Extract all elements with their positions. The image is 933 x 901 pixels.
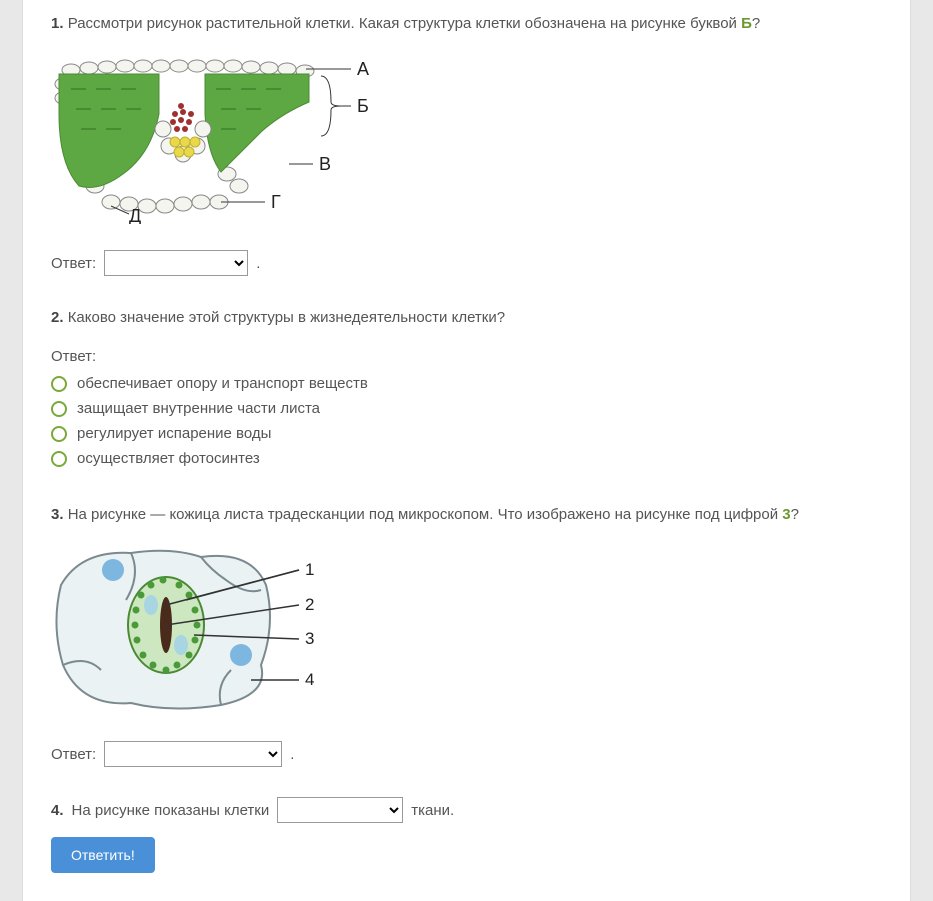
q3-label-3: 3 xyxy=(305,629,314,648)
content-panel: 1. Рассмотри рисунок растительной клетки… xyxy=(22,0,911,901)
question-1: 1. Рассмотри рисунок растительной клетки… xyxy=(51,12,882,36)
q3-highlight: 3 xyxy=(782,506,790,523)
question-2: 2. Каково значение этой структуры в жизн… xyxy=(51,306,882,330)
q3-text-after: ? xyxy=(791,506,799,523)
q2-option-0[interactable]: обеспечивает опору и транспорт веществ xyxy=(51,375,882,392)
q1-highlight: Б xyxy=(741,15,752,32)
radio-icon xyxy=(51,426,67,442)
q1-number: 1. xyxy=(51,15,64,32)
q4-answer-select[interactable] xyxy=(277,797,403,823)
q3-period: . xyxy=(290,746,294,763)
q1-label-a: А xyxy=(357,59,369,79)
q3-label-1: 1 xyxy=(305,560,314,579)
q2-radio-list: обеспечивает опору и транспорт веществ з… xyxy=(51,375,882,467)
q2-number: 2. xyxy=(51,309,64,326)
q1-label-v: В xyxy=(319,154,331,174)
q1-text-after: ? xyxy=(752,15,760,32)
q1-answer-select[interactable] xyxy=(104,250,248,276)
radio-icon xyxy=(51,376,67,392)
q3-label-2: 2 xyxy=(305,595,314,614)
q3-answer-label: Ответ: xyxy=(51,746,96,763)
submit-button[interactable]: Ответить! xyxy=(51,837,155,873)
q2-option-label: осуществляет фотосинтез xyxy=(77,450,260,467)
q2-option-3[interactable]: осуществляет фотосинтез xyxy=(51,450,882,467)
q1-label-d: Д xyxy=(129,206,141,224)
q2-option-label: обеспечивает опору и транспорт веществ xyxy=(77,375,368,392)
q2-text: Каково значение этой структуры в жизнеде… xyxy=(68,309,505,326)
q1-text-before: Рассмотри рисунок растительной клетки. К… xyxy=(68,15,741,32)
q3-text-before: На рисунке — кожица листа традесканции п… xyxy=(68,506,783,523)
q2-option-1[interactable]: защищает внутренние части листа xyxy=(51,400,882,417)
q1-label-g: Г xyxy=(271,192,281,212)
q1-diagram: А Б В Г Д xyxy=(51,54,882,228)
q1-period: . xyxy=(256,255,260,272)
q3-label-4: 4 xyxy=(305,670,314,689)
radio-icon xyxy=(51,451,67,467)
q1-answer-row: Ответ: . xyxy=(51,250,882,276)
q4-text-before: На рисунке показаны клетки xyxy=(72,802,270,819)
q4-text-after: ткани. xyxy=(411,802,454,819)
q3-diagram: 1 2 3 4 xyxy=(51,545,882,719)
q2-option-label: регулирует испарение воды xyxy=(77,425,271,442)
q4-number: 4. xyxy=(51,802,64,819)
radio-icon xyxy=(51,401,67,417)
question-3: 3. На рисунке — кожица листа традесканци… xyxy=(51,503,882,527)
q3-number: 3. xyxy=(51,506,64,523)
q3-answer-row: Ответ: . xyxy=(51,741,882,767)
q1-label-b: Б xyxy=(357,96,369,116)
q3-answer-select[interactable] xyxy=(104,741,282,767)
q2-answer-label: Ответ: xyxy=(51,348,882,365)
q2-option-label: защищает внутренние части листа xyxy=(77,400,320,417)
q1-answer-label: Ответ: xyxy=(51,255,96,272)
question-4: 4. На рисунке показаны клетки ткани. xyxy=(51,797,882,823)
q2-option-2[interactable]: регулирует испарение воды xyxy=(51,425,882,442)
